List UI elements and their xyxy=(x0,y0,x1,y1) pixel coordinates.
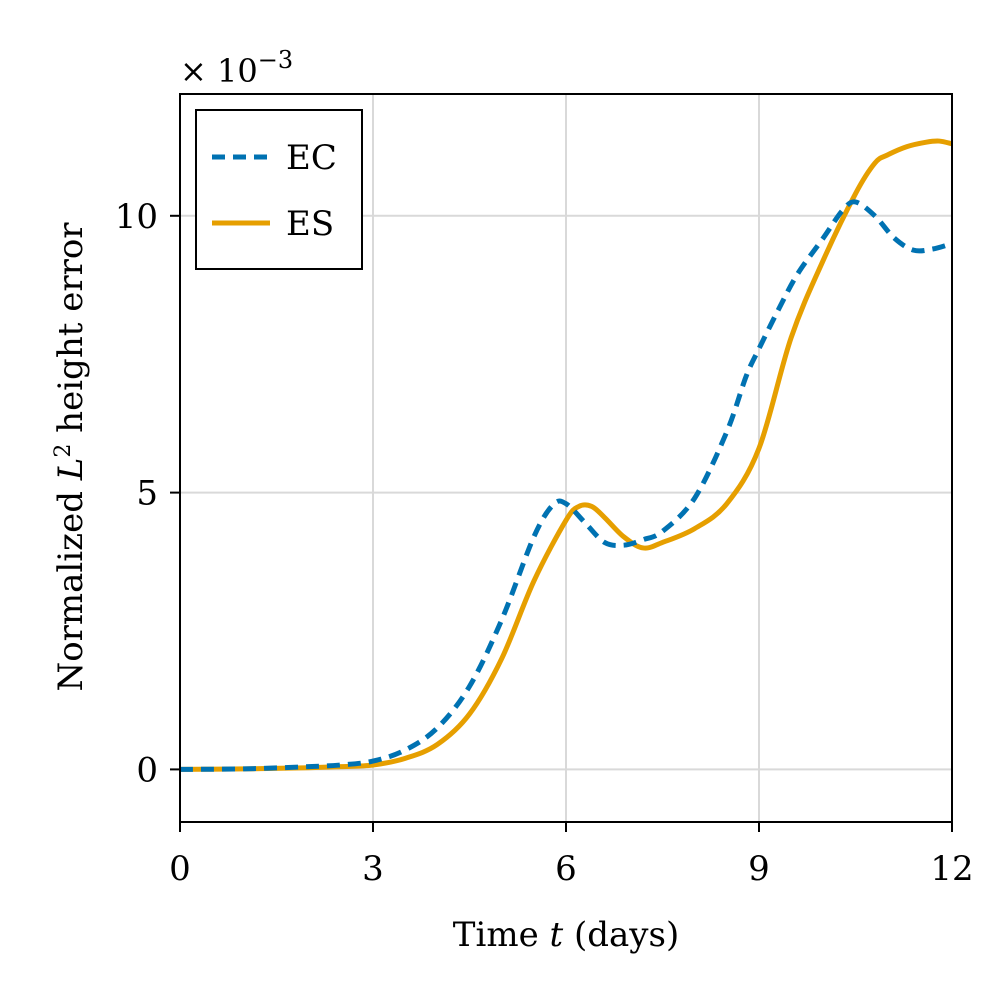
y-multiplier-base: × 10 xyxy=(180,52,258,90)
y-axis-label-superscript: 2 xyxy=(51,444,76,458)
legend-label-es: ES xyxy=(286,204,334,244)
y-tick-label: 10 xyxy=(115,197,158,237)
legend-box xyxy=(195,109,363,270)
y-tick-label: 0 xyxy=(136,750,158,790)
x-tick-label: 6 xyxy=(555,849,577,889)
y-axis-multiplier: × 10−3 xyxy=(180,46,293,90)
x-tick-label: 3 xyxy=(362,849,384,889)
axis-ticks: 0 3 6 9 12 0 5 10 xyxy=(115,197,974,889)
series-line-es xyxy=(179,138,953,772)
y-axis-label-variable: L xyxy=(51,458,91,482)
y-axis-label-suffix: height error xyxy=(51,222,91,444)
x-tick-label: 12 xyxy=(930,849,973,889)
series-line-ec xyxy=(179,199,953,772)
y-axis-label: Normalized L2 height error xyxy=(51,222,91,692)
x-axis-label-prefix: Time xyxy=(453,915,550,955)
plot-series xyxy=(179,138,953,772)
legend-label-ec: EC xyxy=(286,138,337,178)
x-tick-label: 9 xyxy=(748,849,770,889)
y-multiplier-exponent: −3 xyxy=(258,46,293,74)
y-axis-label-prefix: Normalized xyxy=(51,480,91,691)
x-axis-label-suffix: (days) xyxy=(563,915,679,955)
y-tick-label: 5 xyxy=(136,474,158,514)
x-tick-label: 0 xyxy=(169,849,191,889)
legend: EC ES xyxy=(195,109,363,270)
x-axis-label-variable: t xyxy=(550,915,564,955)
x-axis-label: Time t (days) xyxy=(453,915,679,955)
